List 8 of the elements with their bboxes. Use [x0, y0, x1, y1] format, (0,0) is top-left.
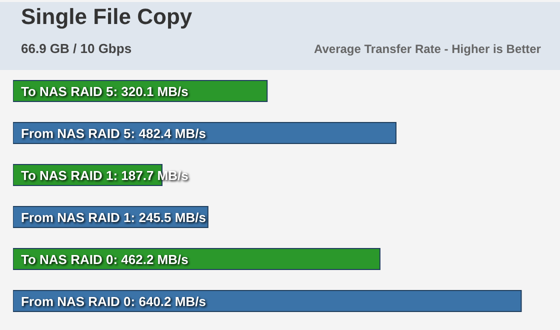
data-label: To NAS RAID 5: 320.1 MB/s	[21, 84, 188, 99]
chart-subtitle: 66.9 GB / 10 Gbps	[21, 41, 132, 56]
chart-title: Single File Copy	[21, 4, 193, 29]
data-label: From NAS RAID 5: 482.4 MB/s	[21, 126, 206, 141]
data-label: From NAS RAID 0: 640.2 MB/s	[21, 294, 206, 309]
text: Average Transfer Rate - Higher is Better	[314, 42, 542, 56]
data-label: To NAS RAID 0: 462.2 MB/s	[21, 252, 188, 267]
data-label: From NAS RAID 1: 245.5 MB/s	[21, 210, 206, 225]
